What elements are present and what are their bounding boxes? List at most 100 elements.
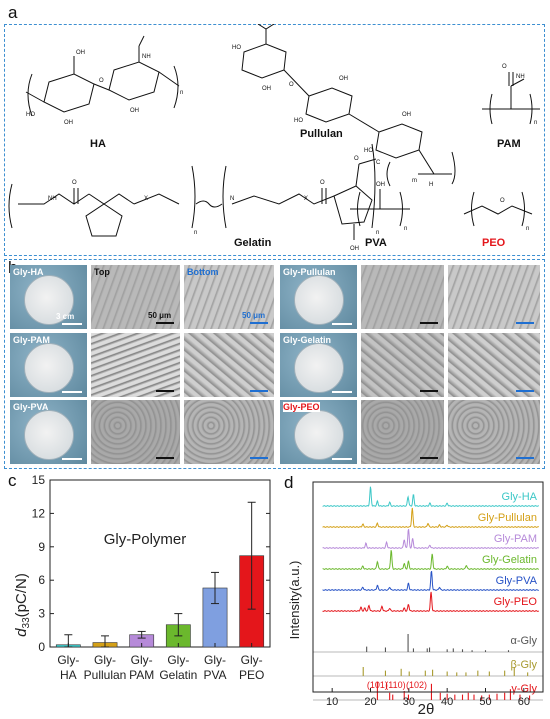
sample-label: Gly-PAM	[13, 335, 50, 345]
scale-bar	[332, 391, 352, 393]
svg-text:NH: NH	[516, 74, 525, 80]
sample-label: Gly-Pullulan	[283, 267, 336, 277]
scale-bar	[516, 457, 534, 459]
x-tick-label: Gelatin	[159, 668, 197, 682]
scale-bar-label: 50 μm	[242, 311, 266, 320]
sem-top-image	[91, 400, 180, 464]
x-tick-label: 50	[479, 696, 491, 708]
x-tick-label: 60	[518, 696, 530, 708]
reference-label: α-Gly	[510, 635, 537, 647]
svg-text:OH: OH	[130, 108, 139, 114]
svg-text:n: n	[526, 226, 529, 232]
sample-photo: Gly-PVA	[10, 400, 87, 464]
panel-a-letter: a	[8, 3, 18, 22]
scale-bar	[516, 390, 534, 392]
scale-bar	[250, 457, 268, 459]
scale-bar	[250, 390, 268, 392]
series-label: Gly-HA	[502, 491, 538, 503]
reference-label: γ-Gly	[511, 683, 537, 695]
scale-bar	[332, 323, 352, 325]
scale-bar	[420, 457, 438, 459]
svg-text:n: n	[404, 226, 407, 232]
label-ha: HA	[90, 138, 106, 150]
scale-bar	[420, 322, 438, 324]
svg-text:n: n	[180, 90, 183, 96]
y-tick-label: 12	[32, 506, 46, 520]
sem-bottom-image	[448, 400, 540, 464]
x-tick-label: Gly-	[204, 653, 226, 667]
x-tick-label: Gly-	[57, 653, 79, 667]
miller-index-label: (102)	[406, 680, 427, 690]
scale-bar	[516, 322, 534, 324]
sample-disk	[294, 410, 344, 460]
xrd-curve	[322, 591, 540, 612]
scale-bar	[156, 390, 174, 392]
label-pam: PAM	[497, 138, 521, 150]
y-tick-label: 6	[38, 573, 45, 587]
y-tick-label: 3	[38, 607, 45, 621]
scale-bar	[250, 322, 268, 324]
svg-text:O: O	[354, 156, 359, 162]
pullulan-ring-2	[305, 87, 353, 123]
panel-c-letter: c	[8, 471, 17, 490]
bottom-surface-label: Bottom	[187, 267, 219, 277]
sem-bottom-image	[184, 333, 274, 397]
x-tick-label: 20	[364, 696, 376, 708]
svg-text:NH: NH	[142, 54, 151, 60]
svg-text:OH: OH	[64, 120, 73, 126]
svg-text:n: n	[534, 120, 537, 126]
x-tick-label: 40	[441, 696, 453, 708]
svg-text:HO: HO	[364, 148, 373, 154]
label-pullulan: Pullulan	[300, 128, 343, 140]
scale-bar	[156, 457, 174, 459]
sample-photo: Gly-PEO	[280, 400, 357, 464]
sample-disk	[294, 343, 344, 393]
xrd-curve	[322, 507, 539, 528]
ha-ring-2	[108, 61, 160, 101]
top-surface-label: Top	[94, 267, 110, 277]
scale-bar	[62, 391, 82, 393]
svg-text:OH: OH	[339, 76, 348, 82]
x-tick-label: PVA	[203, 668, 226, 682]
panel-b-frame	[4, 259, 545, 469]
sample-disk	[24, 410, 74, 460]
sem-top-image	[361, 400, 444, 464]
svg-text:NH: NH	[48, 196, 57, 202]
panel-d-letter: d	[284, 473, 294, 492]
reference-label: β-Gly	[511, 659, 538, 671]
miller-index-label: (101)	[367, 680, 388, 690]
svg-text:HO: HO	[232, 45, 241, 51]
series-label: Gly-PAM	[494, 533, 537, 545]
y-tick-label: 9	[38, 540, 45, 554]
panel-a-frame	[4, 24, 545, 256]
svg-text:n: n	[194, 230, 197, 236]
scale-bar	[332, 458, 352, 460]
x-tick-label: Gly-	[94, 653, 116, 667]
x-tick-label: PAM	[129, 668, 154, 682]
sample-photo: Gly-Pullulan	[280, 265, 357, 329]
xrd-chart: Gly-HA Gly-Pullulan Gly-PAM Gly-Gelatin Gly-…	[287, 481, 544, 718]
svg-text:O: O	[289, 82, 294, 88]
x-tick-label: Gly-	[167, 653, 189, 667]
sem-top-image: Top 50 μm	[91, 265, 180, 329]
svg-text:O: O	[502, 64, 507, 70]
sem-top-image	[361, 265, 444, 329]
sample-label: Gly-HA	[13, 267, 44, 277]
svg-text:H: H	[429, 182, 433, 188]
sem-bottom-image	[448, 333, 540, 397]
svg-text:OH: OH	[376, 182, 385, 188]
svg-text:HO: HO	[294, 118, 303, 124]
x-tick-label: Gly-	[131, 653, 153, 667]
svg-text:X: X	[304, 196, 308, 202]
xrd-curve	[322, 529, 540, 549]
sem-bottom-image: Bottom 50 μm	[184, 265, 274, 329]
svg-text:OH: OH	[262, 86, 271, 92]
svg-text:O: O	[99, 78, 104, 84]
sem-top-image	[91, 333, 180, 397]
scale-bar-label: 50 μm	[148, 311, 172, 320]
x-tick-label: 30	[403, 696, 415, 708]
x-tick-label: HA	[60, 668, 77, 682]
chart-c-plot-frame	[49, 479, 271, 648]
sample-photo: Gly-PAM	[10, 333, 87, 397]
